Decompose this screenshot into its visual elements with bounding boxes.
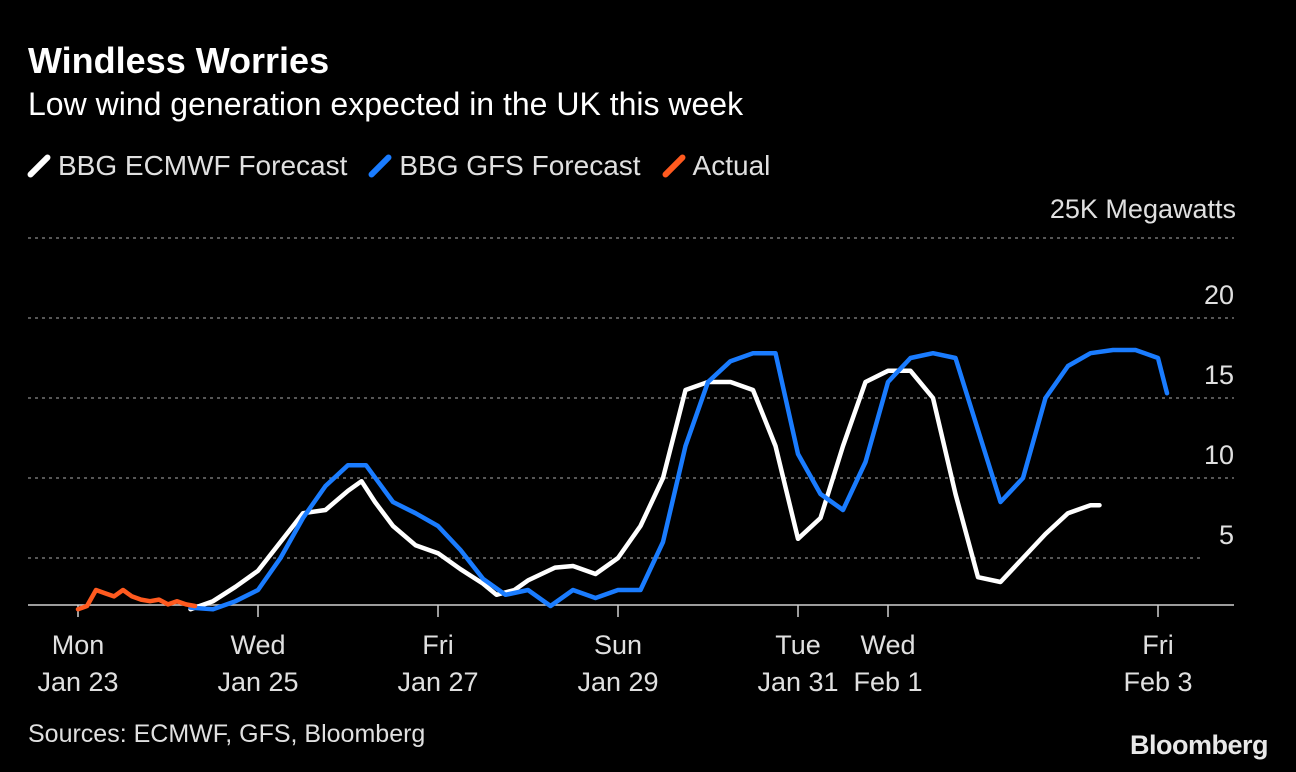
x-tick-label-date: Jan 29 [577, 667, 658, 697]
legend-item-ecmwf: BBG ECMWF Forecast [26, 150, 348, 182]
y-axis-unit-label: 25K Megawatts [1049, 194, 1236, 224]
x-tick-label-day: Mon [52, 630, 105, 660]
y-tick-label-10: 10 [1204, 440, 1234, 470]
chart-title: Windless Worries [28, 40, 330, 81]
legend-item-actual: Actual [660, 150, 771, 182]
x-tick-label-date: Jan 25 [217, 667, 298, 697]
y-tick-label-15: 15 [1204, 360, 1234, 390]
chart-legend: BBG ECMWF Forecast BBG GFS Forecast Actu… [26, 150, 792, 182]
x-tick-label-date: Feb 3 [1123, 667, 1192, 697]
legend-label-ecmwf: BBG ECMWF Forecast [58, 150, 348, 181]
legend-label-gfs: BBG GFS Forecast [399, 150, 641, 181]
x-tick-label-day: Wed [230, 630, 285, 660]
x-tick-label-date: Feb 1 [853, 667, 922, 697]
x-tick-label-day: Sun [594, 630, 642, 660]
x-tick-label-day: Fri [422, 630, 453, 660]
bloomberg-logo: Bloomberg [1129, 730, 1269, 760]
grid-lines [28, 237, 1234, 559]
x-tick-label-day: Wed [860, 630, 915, 660]
series-line-actual [75, 587, 198, 612]
x-axis: Mon Jan 23 Wed Jan 25 Fri Jan 27 Sun Jan 29 Tue J… [28, 604, 1234, 697]
legend-item-gfs: BBG GFS Forecast [367, 150, 641, 182]
x-tick-label-date: Jan 31 [757, 667, 838, 697]
y-tick-label-5: 5 [1219, 520, 1234, 550]
legend-label-actual: Actual [692, 150, 771, 181]
series-lines [75, 347, 1170, 612]
y-tick-labels: 5 10 15 20 [1204, 280, 1234, 550]
chart-subtitle: Low wind generation expected in the UK t… [28, 86, 744, 122]
x-tick-label-date: Jan 27 [397, 667, 478, 697]
y-tick-label-20: 20 [1204, 280, 1234, 310]
x-tick-label-day: Fri [1142, 630, 1173, 660]
x-tick-label-day: Tue [775, 630, 821, 660]
x-tick-label-date: Jan 23 [37, 667, 118, 697]
series-line-bbg-ecmwf-forecast [188, 368, 1102, 612]
source-note: Sources: ECMWF, GFS, Bloomberg [28, 720, 426, 748]
series-line-bbg-gfs-forecast [188, 347, 1170, 612]
